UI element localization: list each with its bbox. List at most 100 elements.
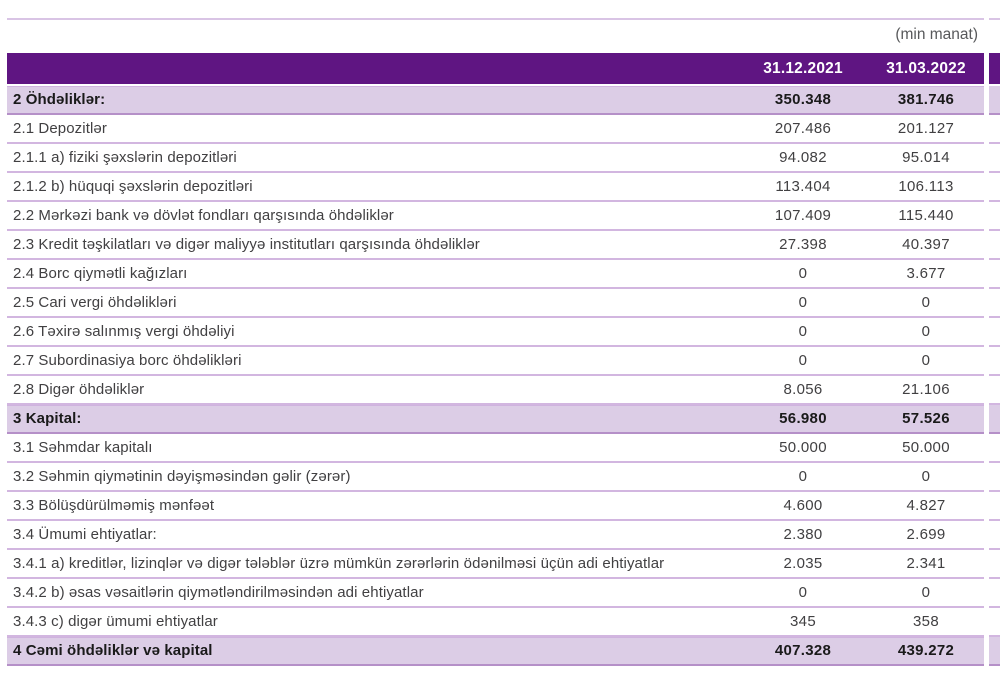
row-value-date-1: 407.328 (774, 642, 832, 659)
right-accent-strip-row (989, 289, 1000, 318)
right-accent-strip-row (989, 260, 1000, 289)
table-header-row: 31.12.2021 31.03.2022 (7, 53, 984, 86)
row-value-date-2: 4.827 (906, 497, 946, 514)
row-value-date-1: 0 (798, 294, 808, 311)
table-row: 2 Öhdəliklər: 350.348 381.746 (7, 86, 984, 115)
row-value-date-2: 2.341 (906, 555, 946, 572)
row-label: 3.4 Ümumi ehtiyatlar: (13, 526, 157, 543)
right-accent-strip-row (989, 608, 1000, 637)
unit-label: (min manat) (895, 26, 978, 43)
table-row: 2.1.2 b) hüquqi şəxslərin depozitləri 11… (7, 173, 984, 202)
row-value-date-2: 50.000 (902, 439, 950, 456)
row-value-date-2: 0 (921, 294, 931, 311)
row-label: 3.2 Səhmin qiymətinin dəyişməsindən gəli… (13, 468, 351, 485)
table-row: 3.1 Səhmdar kapitalı 50.000 50.000 (7, 434, 984, 463)
row-value-date-2: 115.440 (898, 207, 954, 224)
right-accent-strip-body (989, 86, 1000, 666)
row-label: 2.1.2 b) hüquqi şəxslərin depozitləri (13, 178, 253, 195)
financial-table: 31.12.2021 31.03.2022 2 Öhdəliklər: 350.… (7, 53, 984, 666)
column-header-date-2: 31.03.2022 (886, 59, 966, 77)
table-row: 2.2 Mərkəzi bank və dövlət fondları qarş… (7, 202, 984, 231)
row-value-date-2: 2.699 (906, 526, 946, 543)
row-label: 2.3 Kredit təşkilatları və digər maliyyə… (13, 236, 480, 253)
row-value-date-1: 345 (790, 613, 816, 630)
top-divider-rule (7, 18, 984, 20)
right-accent-strip-row (989, 202, 1000, 231)
row-label: 3.4.1 a) kreditlər, lizinqlər və digər t… (13, 555, 665, 572)
table-row: 3.4 Ümumi ehtiyatlar: 2.380 2.699 (7, 521, 984, 550)
row-label: 2.4 Borc qiymətli kağızları (13, 265, 188, 282)
table-row: 2.4 Borc qiymətli kağızları 0 3.677 (7, 260, 984, 289)
table-row: 3 Kapital: 56.980 57.526 (7, 405, 984, 434)
row-value-date-2: 57.526 (902, 410, 950, 427)
row-label: 3.4.2 b) əsas vəsaitlərin qiymətləndiril… (13, 584, 424, 601)
right-accent-strip-row (989, 492, 1000, 521)
table-row: 3.2 Səhmin qiymətinin dəyişməsindən gəli… (7, 463, 984, 492)
right-accent-strip-row (989, 144, 1000, 173)
row-value-date-2: 201.127 (897, 120, 955, 137)
row-value-date-1: 113.404 (775, 178, 831, 195)
row-value-date-1: 0 (798, 265, 808, 282)
right-accent-strip-row (989, 231, 1000, 260)
row-label: 2.1.1 a) fiziki şəxslərin depozitləri (13, 149, 237, 166)
table-row: 3.4.2 b) əsas vəsaitlərin qiymətləndiril… (7, 579, 984, 608)
right-accent-strip-row (989, 434, 1000, 463)
row-value-date-1: 2.380 (783, 526, 823, 543)
right-accent-strip-row (989, 463, 1000, 492)
right-accent-strip-row (989, 86, 1000, 115)
right-accent-strip-row (989, 347, 1000, 376)
row-value-date-2: 0 (921, 468, 931, 485)
table-row: 2.6 Təxirə salınmış vergi öhdəliyi 0 0 (7, 318, 984, 347)
row-value-date-2: 381.746 (897, 91, 955, 108)
row-value-date-1: 0 (798, 468, 808, 485)
column-header-date-1: 31.12.2021 (763, 59, 843, 77)
row-value-date-2: 358 (913, 613, 939, 630)
table-row: 3.4.3 c) digər ümumi ehtiyatlar 345 358 (7, 608, 984, 637)
right-accent-strip-row (989, 405, 1000, 434)
table-body: 2 Öhdəliklər: 350.348 381.746 2.1 Depozi… (7, 86, 984, 666)
right-accent-strip-row (989, 579, 1000, 608)
table-row: 2.1.1 a) fiziki şəxslərin depozitləri 94… (7, 144, 984, 173)
table-row: 3.3 Bölüşdürülməmiş mənfəət 4.600 4.827 (7, 492, 984, 521)
row-label: 2.7 Subordinasiya borc öhdəlikləri (13, 352, 242, 369)
row-value-date-2: 0 (921, 584, 931, 601)
right-accent-strip-row (989, 550, 1000, 579)
right-accent-strip-row (989, 318, 1000, 347)
row-value-date-1: 0 (798, 352, 808, 369)
row-value-date-1: 207.486 (774, 120, 832, 137)
table-row: 3.4.1 a) kreditlər, lizinqlər və digər t… (7, 550, 984, 579)
row-value-date-2: 439.272 (897, 642, 955, 659)
row-label: 2.1 Depozitlər (13, 120, 107, 137)
row-value-date-1: 350.348 (774, 91, 832, 108)
row-value-date-1: 0 (798, 584, 808, 601)
row-label: 2.6 Təxirə salınmış vergi öhdəliyi (13, 323, 235, 340)
right-accent-strip-header (989, 53, 1000, 86)
row-label: 2.8 Digər öhdəliklər (13, 381, 145, 398)
row-value-date-1: 4.600 (783, 497, 823, 514)
row-value-date-2: 3.677 (906, 265, 946, 282)
row-value-date-2: 21.106 (902, 381, 950, 398)
row-value-date-1: 94.082 (779, 149, 827, 166)
table-row: 2.7 Subordinasiya borc öhdəlikləri 0 0 (7, 347, 984, 376)
right-accent-strip-row (989, 115, 1000, 144)
row-label: 3 Kapital: (13, 410, 82, 427)
right-accent-strip-row (989, 376, 1000, 405)
row-label: 3.3 Bölüşdürülməmiş mənfəət (13, 497, 215, 514)
table-row: 2.5 Cari vergi öhdəlikləri 0 0 (7, 289, 984, 318)
row-value-date-1: 27.398 (779, 236, 827, 253)
table-row: 4 Cəmi öhdəliklər və kapital 407.328 439… (7, 637, 984, 666)
row-label: 3.4.3 c) digər ümumi ehtiyatlar (13, 613, 218, 630)
right-accent-strip-row (989, 173, 1000, 202)
row-value-date-1: 0 (798, 323, 808, 340)
row-label: 2 Öhdəliklər: (13, 91, 106, 108)
row-label: 2.5 Cari vergi öhdəlikləri (13, 294, 177, 311)
row-value-date-2: 0 (921, 352, 931, 369)
table-row: 2.8 Digər öhdəliklər 8.056 21.106 (7, 376, 984, 405)
row-label: 4 Cəmi öhdəliklər və kapital (13, 642, 213, 659)
right-accent-strip (989, 53, 1000, 666)
row-value-date-1: 56.980 (779, 410, 827, 427)
row-label: 3.1 Səhmdar kapitalı (13, 439, 153, 456)
top-divider-rule-right-strip (989, 18, 1000, 20)
right-accent-strip-row (989, 521, 1000, 550)
